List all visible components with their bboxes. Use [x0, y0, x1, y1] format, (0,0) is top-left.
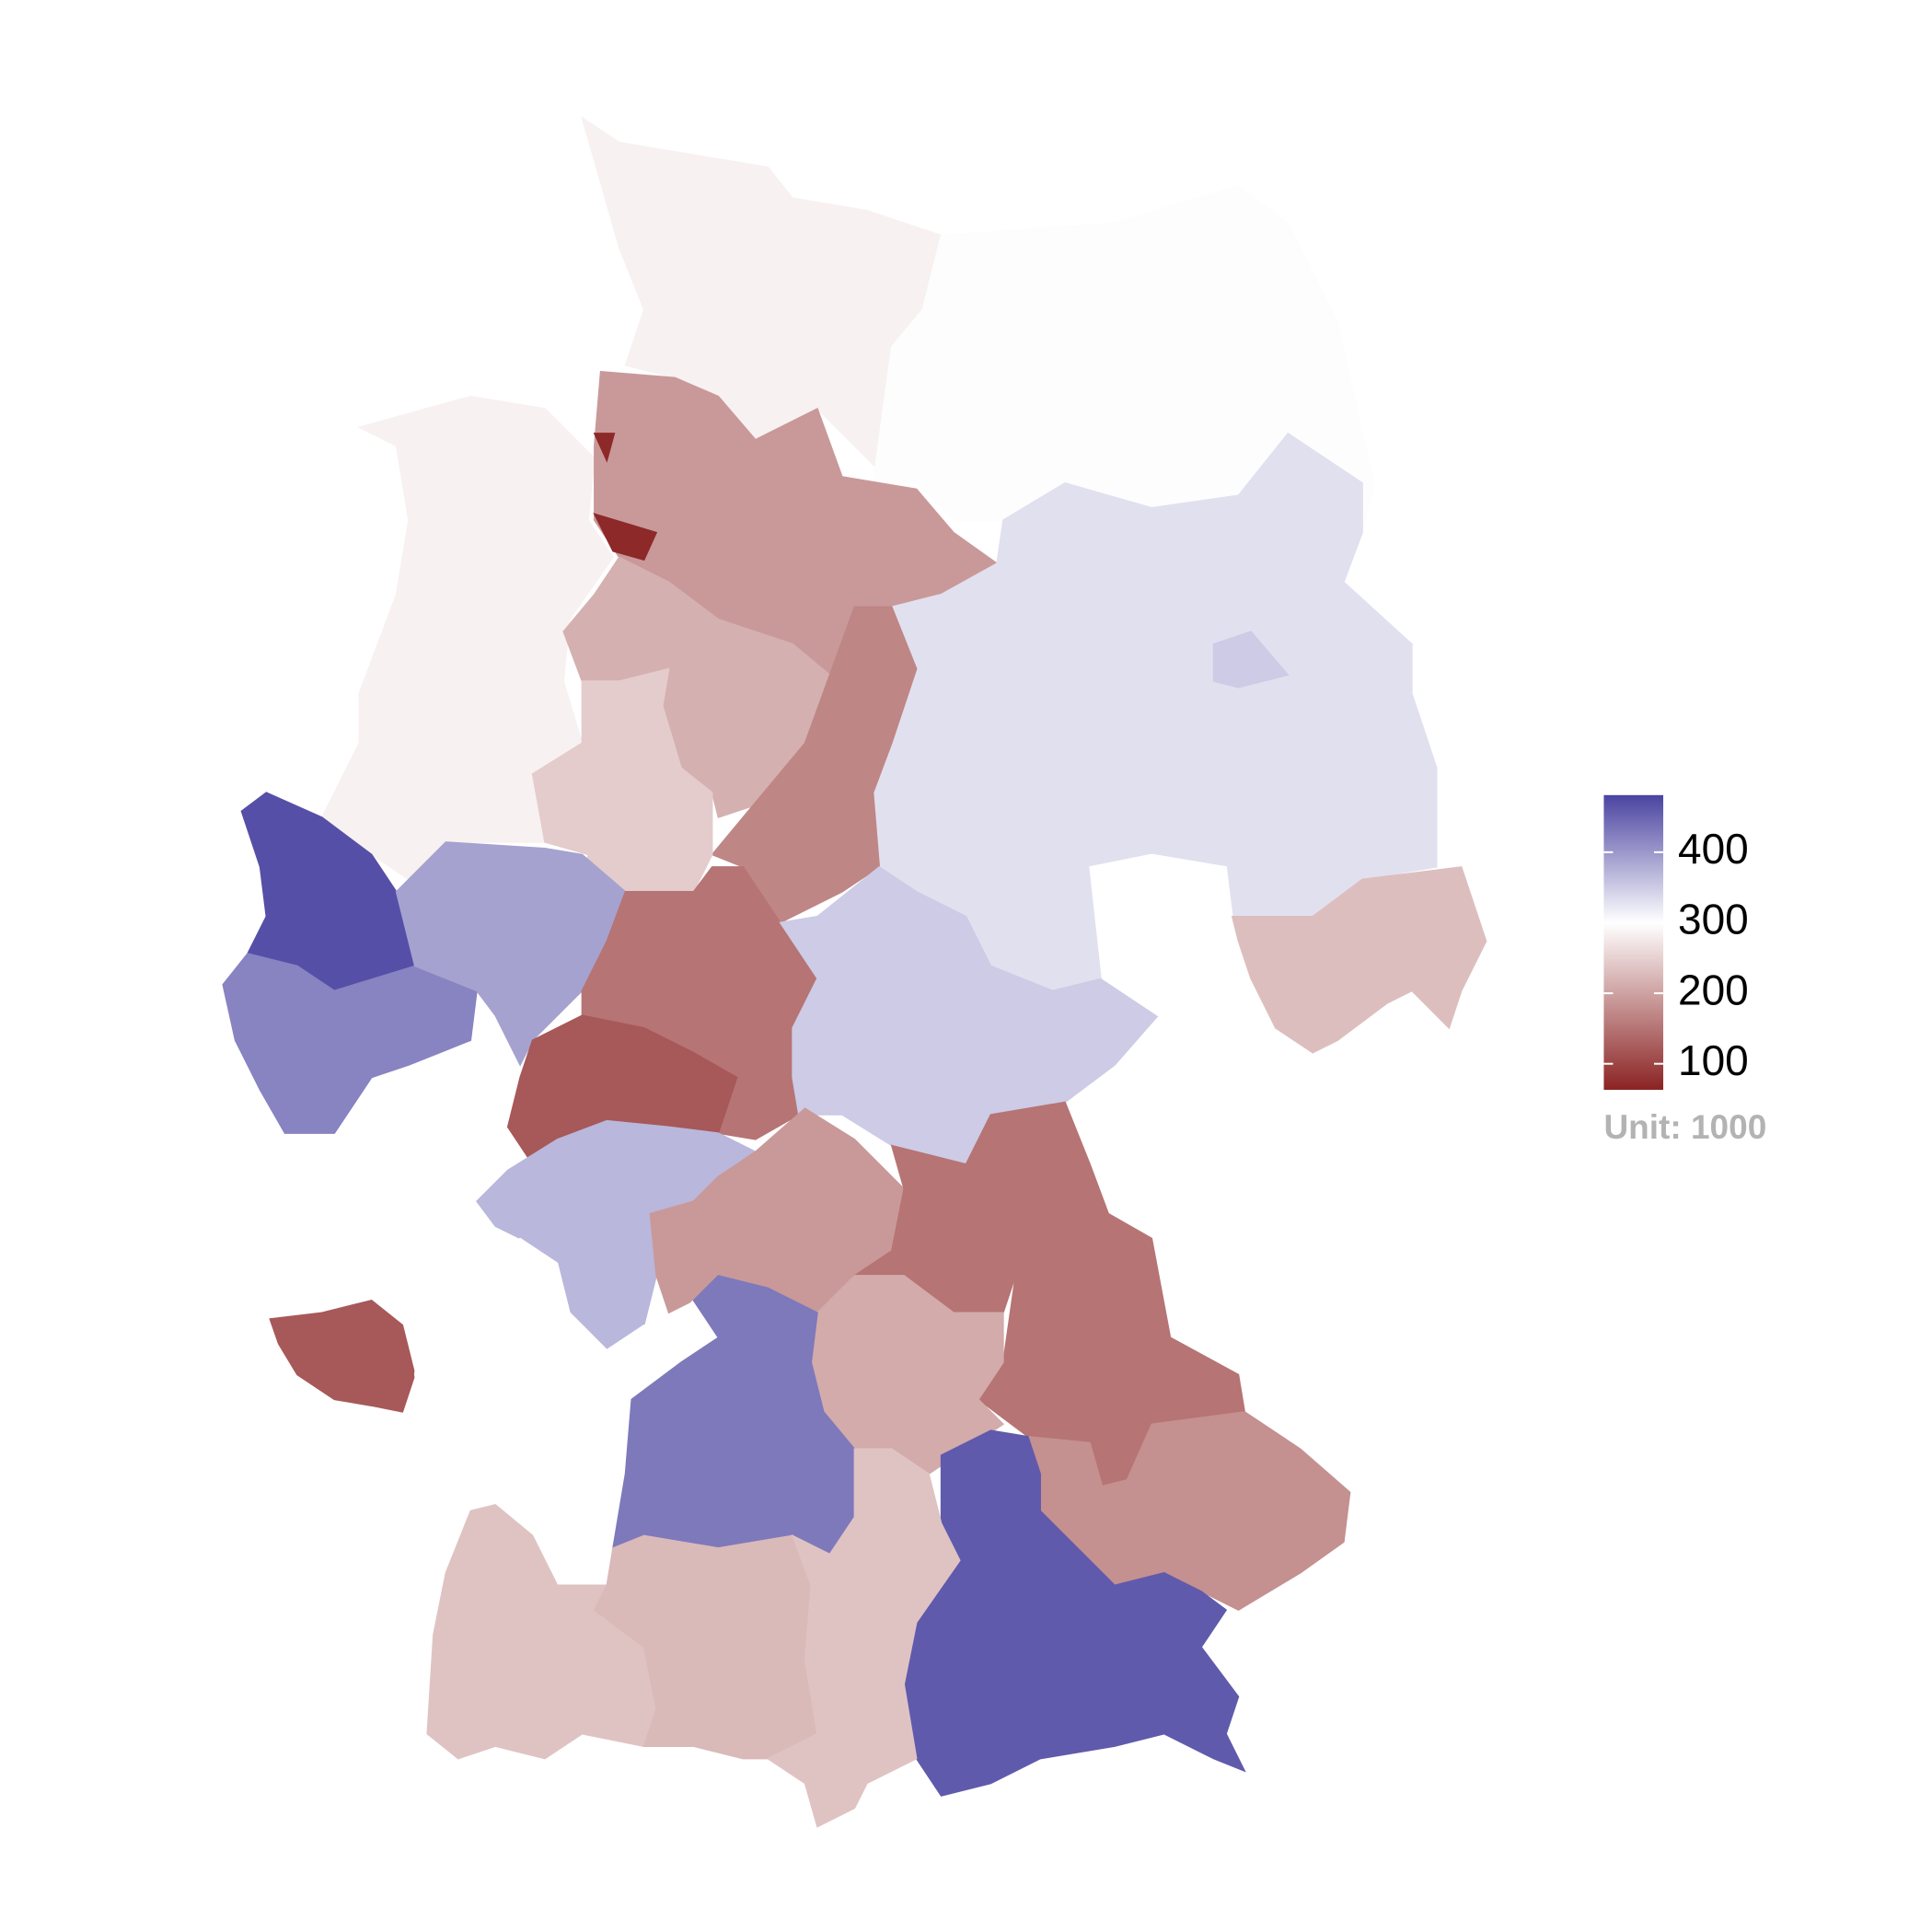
legend-title: Unit: 1000	[1603, 1108, 1766, 1146]
colorbar-tick-label: 100	[1678, 1036, 1749, 1084]
region	[1212, 631, 1290, 688]
region	[269, 1299, 416, 1413]
colorbar-tick-label: 200	[1678, 966, 1749, 1013]
region	[240, 792, 416, 992]
region	[779, 865, 1160, 1165]
colorbar-tick-label: 400	[1678, 825, 1749, 873]
legend: 100 200 300 400 Unit: 1000	[1603, 794, 1766, 1146]
region	[1089, 853, 1233, 1017]
colorbar-tick-label: 300	[1678, 896, 1749, 943]
regions	[222, 116, 1487, 1828]
region	[593, 513, 658, 561]
region	[711, 606, 918, 924]
region	[766, 1448, 961, 1828]
region	[593, 1534, 818, 1760]
colorbar	[1603, 794, 1664, 1091]
region	[593, 433, 616, 463]
region	[222, 953, 478, 1134]
region	[1231, 866, 1487, 1054]
region	[581, 866, 818, 1140]
